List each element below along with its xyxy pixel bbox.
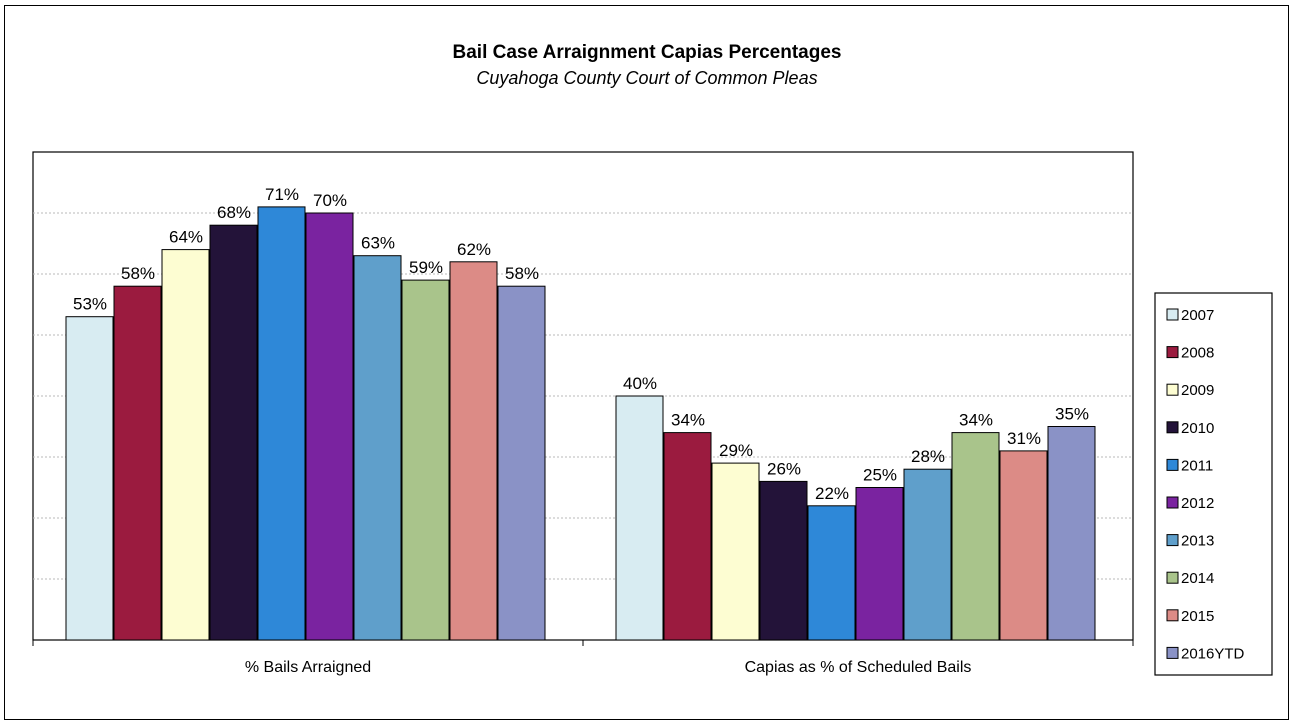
bar-2007-1: [615, 395, 664, 641]
bar-2014-0: [401, 279, 450, 641]
chart-subtitle: Cuyahoga County Court of Common Pleas: [476, 68, 818, 88]
data-label-2007-1: 40%: [623, 374, 657, 393]
data-label-2015-1: 31%: [1007, 429, 1041, 448]
legend-swatch-2013: [1166, 534, 1179, 547]
data-label-2008-1: 34%: [671, 411, 705, 430]
data-label-2010-0: 68%: [217, 203, 251, 222]
data-label-2010-1: 26%: [767, 459, 801, 478]
data-label-2012-1: 25%: [863, 466, 897, 485]
legend-swatch-2016YTD: [1166, 646, 1179, 659]
legend-label-2007: 2007: [1181, 307, 1214, 324]
bar-2013-0: [353, 255, 402, 641]
data-label-2009-0: 64%: [169, 228, 203, 247]
bar-2013-1: [903, 468, 952, 641]
bar-2009-0: [161, 249, 210, 641]
data-label-2013-0: 63%: [361, 234, 395, 253]
data-label-2016YTD-1: 35%: [1055, 405, 1089, 424]
legend-label-2015: 2015: [1181, 608, 1214, 625]
legend-swatch-2008: [1166, 346, 1179, 359]
data-label-2014-1: 34%: [959, 411, 993, 430]
legend-swatch-2014: [1166, 571, 1179, 584]
data-label-2015-0: 62%: [457, 240, 491, 259]
data-label-2014-0: 59%: [409, 258, 443, 277]
data-label-2016YTD-0: 58%: [505, 264, 539, 283]
bar-2016YTD-1: [1047, 426, 1096, 641]
bar-2014-1: [951, 432, 1000, 641]
bar-2011-1: [807, 505, 856, 641]
bar-2012-0: [305, 212, 354, 641]
legend-label-2011: 2011: [1181, 457, 1213, 474]
bar-2015-1: [999, 450, 1048, 641]
legend-label-2012: 2012: [1181, 495, 1214, 512]
bar-2008-1: [663, 432, 712, 641]
legend-swatch-2007: [1166, 308, 1179, 321]
data-label-2011-1: 22%: [815, 484, 849, 503]
bar-2007-0: [65, 316, 114, 641]
category-label: % Bails Arraigned: [245, 659, 371, 676]
bar-2010-1: [759, 480, 808, 641]
legend-label-2009: 2009: [1181, 382, 1214, 399]
legend-label-2010: 2010: [1181, 420, 1214, 437]
category-label: Capias as % of Scheduled Bails: [745, 659, 972, 676]
legend-label-2013: 2013: [1181, 533, 1214, 550]
legend-swatch-2011: [1166, 458, 1179, 471]
legend-label-2016YTD: 2016YTD: [1181, 645, 1245, 662]
data-label-2009-1: 29%: [719, 441, 753, 460]
legend-label-2014: 2014: [1181, 570, 1214, 587]
bar-2012-1: [855, 487, 904, 641]
bar-2016YTD-0: [497, 285, 546, 641]
data-label-2011-0: 71%: [265, 185, 299, 204]
legend-swatch-2015: [1166, 609, 1179, 622]
bar-2008-0: [113, 285, 162, 641]
legend-label-2008: 2008: [1181, 345, 1214, 362]
data-label-2007-0: 53%: [73, 295, 107, 314]
legend-swatch-2009: [1166, 383, 1179, 396]
data-label-2008-0: 58%: [121, 264, 155, 283]
bar-2015-0: [449, 261, 498, 641]
data-label-2013-1: 28%: [911, 447, 945, 466]
bar-2010-0: [209, 224, 258, 641]
bar-2011-0: [257, 206, 306, 641]
data-label-2012-0: 70%: [313, 191, 347, 210]
legend-swatch-2012: [1166, 496, 1179, 509]
legend-swatch-2010: [1166, 421, 1179, 434]
chart-title: Bail Case Arraignment Capias Percentages: [452, 42, 842, 63]
bar-2009-1: [711, 462, 760, 641]
